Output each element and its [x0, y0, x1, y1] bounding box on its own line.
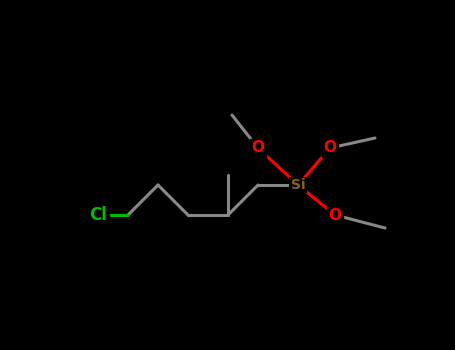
Text: O: O — [329, 208, 342, 223]
Text: Cl: Cl — [89, 206, 107, 224]
Text: O: O — [252, 140, 264, 155]
Text: Si: Si — [291, 178, 305, 192]
Text: O: O — [324, 140, 337, 155]
